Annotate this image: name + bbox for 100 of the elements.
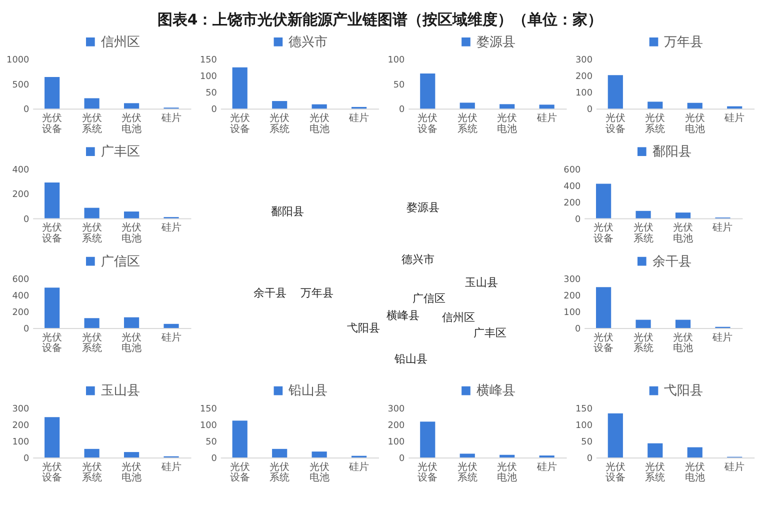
x-tick-label: 光伏设备: [42, 331, 62, 354]
x-tick-label: 光伏设备: [605, 460, 626, 484]
x-tick-label: 硅片: [712, 331, 733, 344]
bar: [312, 104, 327, 109]
x-tick-label: 光伏设备: [230, 112, 250, 135]
text: 万年县: [300, 286, 334, 300]
x-tick-label: 光伏电池: [122, 460, 142, 484]
legend-label: 广信区: [100, 254, 140, 270]
y-tick-label: 300: [564, 275, 581, 286]
y-tick-label: 50: [206, 88, 218, 99]
bar: [608, 75, 623, 109]
x-tick-label: 光伏系统: [270, 460, 290, 484]
x-tick-label: 光伏系统: [82, 112, 102, 135]
bar: [648, 443, 663, 458]
y-tick-label: 200: [12, 420, 30, 431]
x-tick-label: 光伏设备: [605, 112, 626, 135]
bar: [675, 212, 691, 218]
text: 广丰区: [474, 326, 507, 340]
bar: [636, 210, 651, 218]
bar: [636, 320, 651, 328]
y-tick-label: 0: [399, 105, 406, 116]
x-tick-label: 硅片: [712, 222, 733, 234]
bar: [272, 448, 288, 458]
x-tick-label: 硅片: [536, 460, 557, 473]
bar: [500, 454, 515, 458]
bar: [84, 318, 100, 328]
x-tick-label: 光伏系统: [645, 460, 666, 484]
bar: [596, 184, 612, 218]
text: 余干县: [253, 286, 286, 300]
y-tick-label: 0: [399, 454, 406, 464]
x-tick-label: 硅片: [724, 460, 745, 473]
x-tick-label: 光伏系统: [633, 222, 654, 245]
y-tick-label: 200: [564, 198, 581, 208]
y-tick-label: 0: [24, 454, 30, 464]
text: 图表4：上饶市光伏新能源产业链图谱（按区域维度）（单位：家）: [157, 10, 603, 29]
x-tick-label: 光伏设备: [418, 112, 438, 135]
y-tick-label: 100: [388, 437, 406, 448]
y-tick-label: 200: [12, 190, 30, 200]
text: 广信区: [412, 292, 446, 305]
x-tick-label: 光伏电池: [673, 222, 694, 245]
bar: [44, 182, 60, 218]
text: 铅山县: [394, 352, 428, 366]
text: 弋阳县: [347, 321, 380, 334]
legend-label: 广丰区: [100, 144, 140, 160]
bar: [44, 417, 60, 458]
x-tick-label: 光伏系统: [270, 112, 290, 135]
x-tick-label: 光伏电池: [497, 460, 518, 484]
text: 婺源县: [406, 200, 440, 214]
x-tick-label: 光伏系统: [457, 112, 478, 135]
x-tick-label: 硅片: [160, 460, 182, 473]
y-tick-label: 100: [576, 88, 593, 99]
x-tick-label: 光伏设备: [594, 222, 614, 245]
y-tick-label: 200: [388, 420, 406, 431]
text: 信州区: [442, 310, 476, 324]
y-tick-label: 0: [24, 214, 30, 225]
x-tick-label: 硅片: [160, 331, 182, 344]
x-tick-label: 光伏设备: [42, 460, 62, 484]
y-tick-label: 50: [581, 437, 593, 448]
y-tick-label: 0: [24, 105, 30, 116]
bar: [164, 324, 179, 328]
x-tick-label: 硅片: [724, 112, 745, 124]
y-tick-label: 0: [24, 324, 30, 334]
legend-label: 玉山县: [100, 384, 140, 399]
bar: [84, 208, 100, 218]
x-tick-label: 光伏电池: [309, 112, 330, 135]
x-tick-label: 硅片: [160, 222, 182, 234]
y-tick-label: 600: [12, 275, 30, 286]
y-tick-label: 0: [211, 454, 218, 464]
bar: [608, 413, 623, 458]
x-tick-label: 光伏系统: [82, 222, 102, 245]
y-tick-label: 1000: [6, 56, 30, 66]
bar: [84, 448, 100, 458]
legend-label: 信州区: [100, 34, 140, 50]
y-tick-label: 100: [200, 420, 218, 431]
y-tick-label: 200: [576, 72, 593, 82]
x-tick-label: 光伏设备: [42, 222, 62, 245]
y-tick-label: 300: [388, 404, 406, 415]
y-tick-label: 0: [586, 454, 593, 464]
legend-label: 横峰县: [476, 384, 516, 399]
y-tick-label: 100: [200, 72, 218, 82]
x-tick-label: 光伏电池: [122, 222, 142, 245]
bar: [420, 74, 436, 109]
x-tick-label: 光伏系统: [82, 460, 102, 484]
bar: [124, 103, 140, 109]
text: 玉山县: [464, 276, 498, 290]
y-tick-label: 400: [12, 292, 30, 302]
text: 德兴市: [402, 252, 435, 266]
legend-label: 万年县: [664, 34, 704, 50]
x-tick-label: 光伏系统: [457, 460, 478, 484]
y-tick-label: 0: [211, 105, 218, 116]
x-tick-label: 硅片: [160, 112, 182, 124]
x-tick-label: 光伏电池: [673, 331, 694, 354]
x-tick-label: 光伏系统: [633, 331, 654, 354]
legend-label: 余干县: [652, 254, 692, 270]
x-tick-label: 光伏电池: [309, 460, 330, 484]
y-tick-label: 100: [12, 437, 30, 448]
bar: [687, 102, 702, 109]
bar: [124, 452, 140, 458]
bar: [232, 67, 248, 109]
bar: [596, 287, 612, 328]
